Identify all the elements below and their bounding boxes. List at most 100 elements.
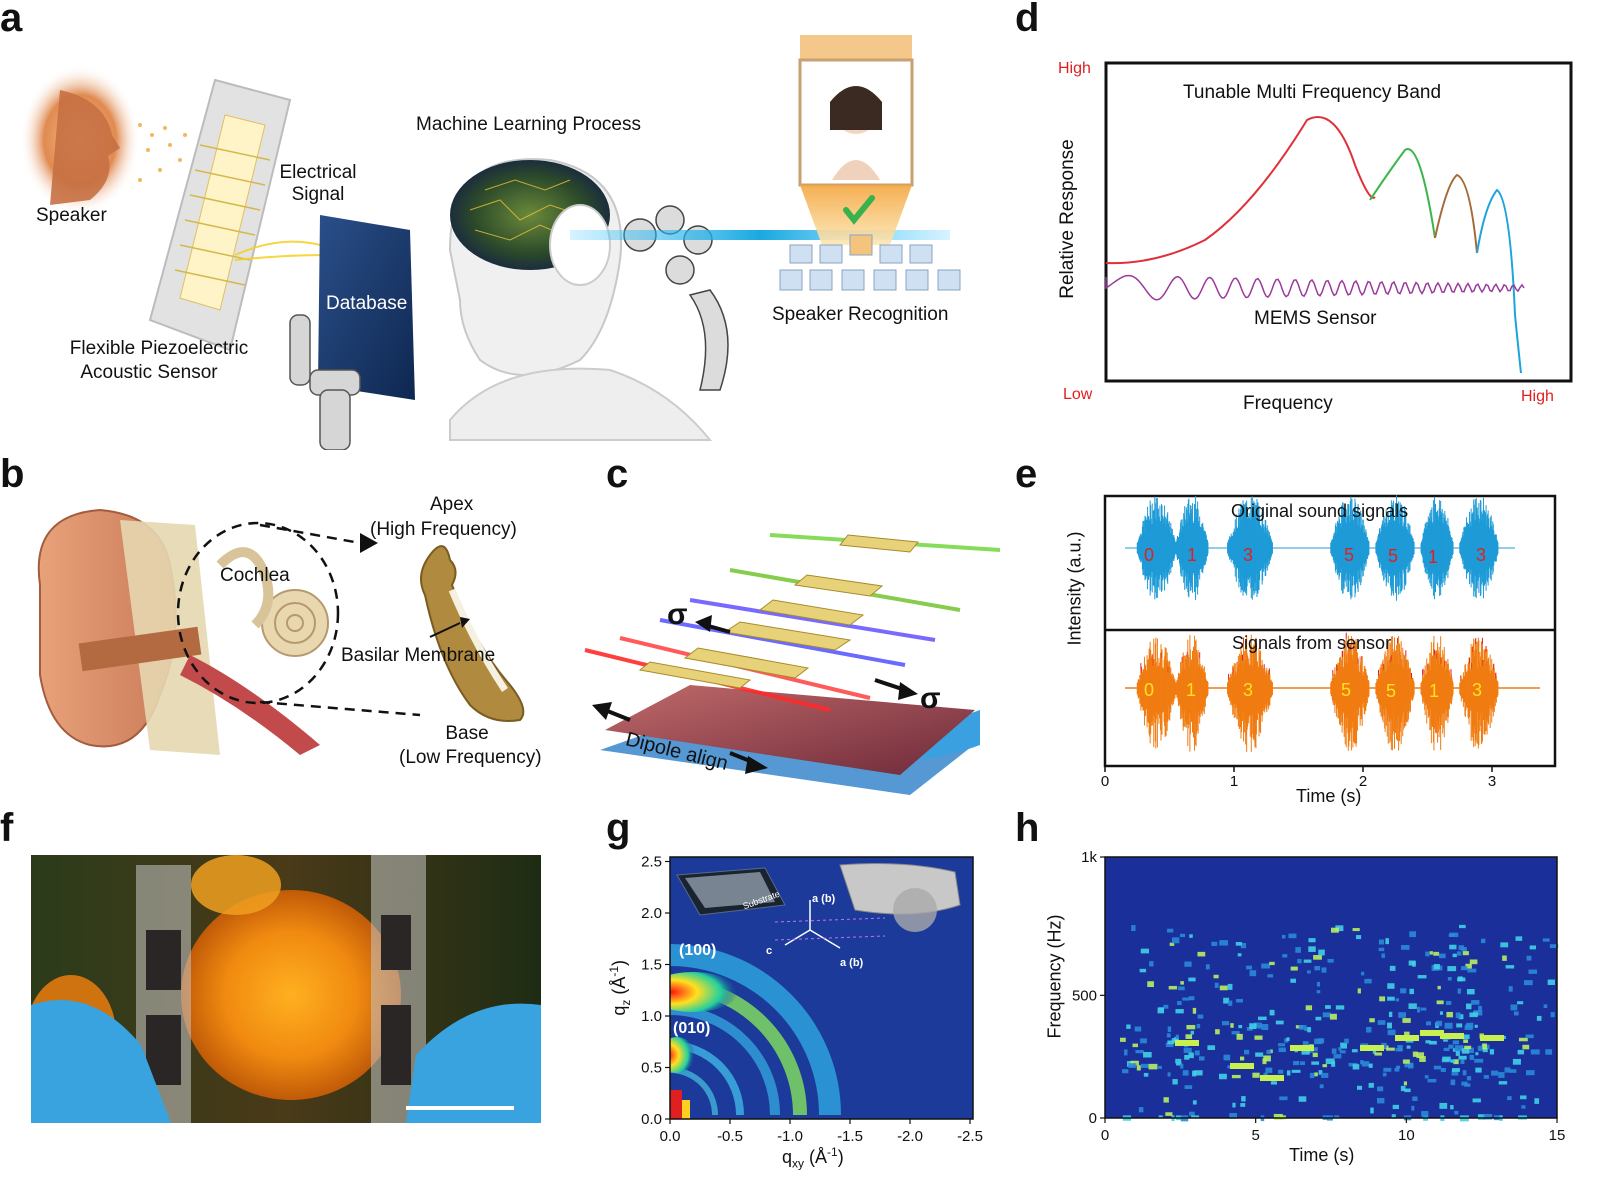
pvdf-sheet [605,685,975,775]
panel-c [580,510,1010,800]
g-scattering-rings [670,944,841,1119]
panel-h: 0 500 1k 0 5 10 15 [1060,845,1590,1190]
panel-letter-b: b [0,452,25,496]
glove-left [31,1000,171,1123]
d-ylabel: Relative Response [1057,139,1078,299]
svg-text:0: 0 [1089,1110,1097,1127]
ear-canal [78,626,202,672]
e-digit-original: 3 [1243,545,1254,565]
svg-text:10: 10 [1398,1127,1415,1144]
g-peak100: (100) [679,942,717,959]
svg-text:1.5: 1.5 [641,957,662,974]
e-digit-sensor: 0 [1144,680,1155,700]
h-spectrogram-spots [1120,924,1559,1122]
svg-text:500: 500 [1072,987,1097,1004]
panel-d-plot [1104,61,1573,383]
e-digit-original: 5 [1388,546,1399,566]
h-ylabel: Frequency (Hz) [1044,914,1065,1039]
svg-text:2.5: 2.5 [641,854,662,871]
electrode-blue-1 [659,618,906,667]
data-beam [570,230,950,240]
e-digit-sensor: 3 [1472,680,1483,700]
plot-frame [1104,61,1573,383]
d-y-low: Low [1063,386,1093,403]
svg-text:-1.5: -1.5 [837,1128,863,1145]
e-digit-original: 1 [1187,545,1198,565]
flexible-sensor [148,78,292,352]
panel-c-illustration [584,533,1001,795]
b-apex-line2: (High Frequency) [370,519,517,540]
svg-text:2.0: 2.0 [641,905,662,922]
label-sensor-line2: Acoustic Sensor [80,362,218,383]
svg-text:15: 15 [1549,1127,1566,1144]
panel-g: 0.0 0.5 1.0 1.5 2.0 2.5 0.0 -0.5 -1.0 -1.5 -2.0 -2.… [615,850,995,1180]
panel-a [20,30,1010,451]
label-database: Database [326,293,408,314]
b-cochlea: Cochlea [220,565,290,586]
band-brown [1434,173,1478,254]
basilar-membrane-model [420,545,525,722]
g-xlabel: qxy (Å-1) [782,1145,844,1171]
label-ml: Machine Learning Process [416,114,641,135]
robot-hand [289,314,361,451]
sound-particles [138,123,187,182]
zoom-circle [176,521,340,705]
label-recognition: Speaker Recognition [772,304,949,325]
e-top-title: Original sound signals [1231,501,1409,521]
electrode-blue-2 [689,598,936,642]
svg-text:-0.5: -0.5 [717,1128,743,1145]
waveform-sensor [1125,632,1540,752]
label-speaker: Speaker [36,205,107,226]
svg-text:1.0: 1.0 [641,1008,662,1025]
b-apex-line1: Apex [430,494,474,515]
svg-text:-2.0: -2.0 [897,1128,923,1145]
panel-g-plot: 0.0 0.5 1.0 1.5 2.0 2.5 0.0 -0.5 -1.0 -1.5 -2.0 -2.… [641,854,983,1146]
g-peak010: (010) [673,1020,711,1037]
panel-d [1045,55,1590,425]
label-sensor-line1: Flexible Piezoelectric [69,338,249,359]
b-base-line2: (Low Frequency) [399,747,542,768]
b-basilar: Basilar Membrane [341,645,496,666]
ml-head [448,158,713,441]
h-xlabel: Time (s) [1289,1145,1355,1165]
g-inset [676,863,961,949]
panel-e-plot: 0 1 2 3 [1101,494,1557,790]
svg-text:1k: 1k [1081,849,1097,866]
e-digit-original: 1 [1428,547,1439,567]
mems-curve [1105,274,1525,301]
g-ylabel: qz (Å-1) [607,959,633,1016]
svg-text:1: 1 [1230,773,1238,790]
g-axis-a2: a (b) [840,957,864,969]
panel-f-photo [31,855,541,1123]
panel-letter-g: g [606,806,631,850]
e-digit-sensor: 3 [1243,680,1254,700]
g-ticks: 0.0 0.5 1.0 1.5 2.0 2.5 0.0 -0.5 -1.0 -1.5 -2.0 -2.… [641,854,983,1146]
panel-e: 0 1 2 3 [1045,490,1590,820]
b-base-line1: Base [445,723,489,744]
label-signal-line2: Signal [291,184,345,205]
g-axis-a: a (b) [812,893,836,905]
panel-letter-d: d [1015,0,1040,40]
e-digit-original: 0 [1144,545,1155,565]
svg-text:0: 0 [1101,773,1109,790]
panel-h-plot: 0 500 1k 0 5 10 15 [1072,849,1565,1144]
d-curve2-label: MEMS Sensor [1254,308,1377,329]
glove-right [406,1003,541,1123]
h-ticks: 0 500 1k 0 5 10 15 [1072,849,1565,1144]
photo-flower-device [31,855,541,1123]
e-bottom-title: Signals from sensor [1232,633,1392,653]
database-tablet [318,215,415,400]
e-digit-sensor: 1 [1186,680,1197,700]
recognition-screen [779,35,961,291]
svg-text:0.0: 0.0 [660,1128,681,1145]
svg-text:0: 0 [1101,1127,1109,1144]
e-digit-sensor: 5 [1386,681,1397,701]
svg-text:2: 2 [1359,773,1367,790]
panel-letter-h: h [1015,806,1040,850]
waveform-original [1125,495,1515,601]
cochlea [216,547,329,657]
svg-text:5: 5 [1251,1127,1259,1144]
svg-text:-2.5: -2.5 [957,1128,983,1145]
d-xlabel: Frequency [1243,393,1333,414]
svg-text:0.5: 0.5 [641,1060,662,1077]
